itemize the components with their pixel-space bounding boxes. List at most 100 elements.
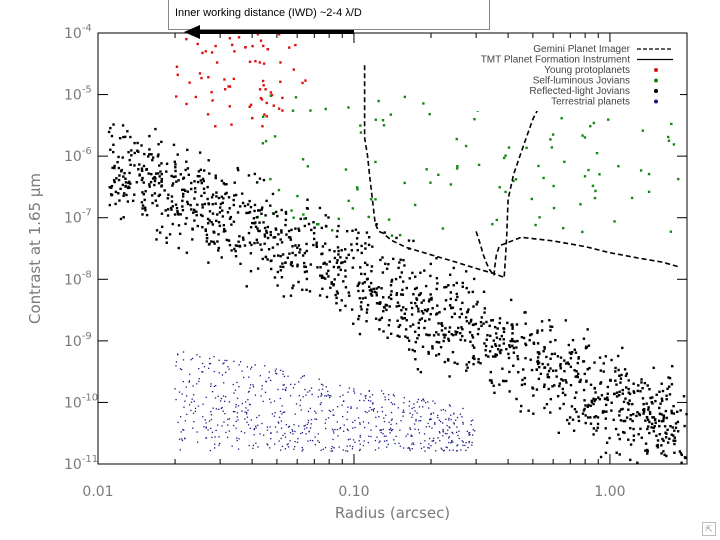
data-point xyxy=(248,210,252,214)
data-point xyxy=(185,395,188,397)
data-point xyxy=(380,431,382,434)
data-point xyxy=(448,304,452,307)
data-point xyxy=(248,390,250,393)
data-point xyxy=(642,408,645,412)
data-point xyxy=(333,414,335,416)
data-point xyxy=(423,269,426,272)
data-point xyxy=(233,50,236,53)
data-point xyxy=(424,284,428,288)
data-point xyxy=(193,400,195,402)
data-point xyxy=(523,382,526,386)
data-point xyxy=(283,384,285,386)
data-point xyxy=(201,177,205,181)
data-point xyxy=(573,396,577,400)
data-point xyxy=(222,224,226,227)
data-point xyxy=(324,422,326,424)
data-point xyxy=(596,422,600,426)
data-point xyxy=(665,394,668,397)
data-point xyxy=(440,322,443,325)
data-point xyxy=(325,427,327,430)
data-point xyxy=(390,234,394,237)
data-point xyxy=(676,430,680,433)
data-point xyxy=(281,413,283,415)
data-point xyxy=(389,284,393,287)
data-point xyxy=(116,160,119,164)
data-point xyxy=(588,366,591,370)
data-point xyxy=(154,199,157,202)
data-point xyxy=(513,340,517,343)
data-point xyxy=(417,293,421,297)
data-point xyxy=(515,323,519,326)
data-point xyxy=(233,360,235,363)
data-point xyxy=(397,266,400,270)
data-point xyxy=(330,281,333,284)
data-point xyxy=(395,423,398,425)
data-point xyxy=(498,317,502,320)
data-point xyxy=(210,196,214,199)
data-point xyxy=(262,115,265,118)
data-point xyxy=(163,189,166,192)
data-point xyxy=(248,444,250,447)
data-point xyxy=(263,113,266,116)
data-point xyxy=(256,241,259,244)
data-point xyxy=(676,410,679,414)
data-point xyxy=(500,348,503,352)
data-point xyxy=(569,365,573,369)
data-point xyxy=(423,446,425,448)
data-point xyxy=(402,409,405,411)
data-point xyxy=(417,310,420,313)
data-point xyxy=(254,225,258,228)
x-axis-title: Radius (arcsec) xyxy=(335,504,450,522)
data-point xyxy=(236,168,240,172)
data-point xyxy=(277,421,280,423)
data-point xyxy=(668,437,671,441)
data-point xyxy=(673,442,676,446)
data-point xyxy=(176,209,179,213)
data-point xyxy=(314,444,317,446)
data-point xyxy=(296,265,299,268)
data-point xyxy=(269,426,271,428)
data-point xyxy=(309,407,312,410)
data-point xyxy=(218,372,220,374)
data-point xyxy=(350,308,354,311)
data-point xyxy=(359,422,361,424)
data-point xyxy=(258,221,261,224)
data-point xyxy=(431,440,433,442)
data-point xyxy=(320,226,324,230)
data-point xyxy=(351,207,355,210)
data-point xyxy=(356,248,359,252)
data-point xyxy=(299,399,302,401)
legend-label: Reflected-light Jovians xyxy=(529,86,630,97)
data-point xyxy=(211,202,214,206)
data-point xyxy=(407,348,411,351)
resize-icon[interactable]: ⇱ xyxy=(702,522,716,536)
data-point xyxy=(236,166,239,170)
data-point xyxy=(262,178,266,182)
data-point xyxy=(243,244,247,247)
data-point xyxy=(309,390,311,392)
data-point xyxy=(142,181,145,184)
data-point xyxy=(282,295,286,298)
data-point xyxy=(194,407,197,410)
data-point xyxy=(261,257,264,261)
data-point xyxy=(643,381,647,385)
data-point xyxy=(304,388,306,391)
data-point xyxy=(428,418,431,421)
data-point xyxy=(112,150,115,154)
data-point xyxy=(122,135,125,139)
data-point xyxy=(629,426,632,430)
data-point xyxy=(593,361,596,364)
data-point xyxy=(501,367,504,370)
data-point xyxy=(614,366,617,370)
data-point xyxy=(175,398,177,401)
data-point xyxy=(144,209,147,212)
data-point xyxy=(484,349,487,352)
data-point xyxy=(157,194,160,198)
data-point xyxy=(242,376,245,379)
data-point xyxy=(372,402,374,404)
data-point xyxy=(221,215,225,218)
data-point xyxy=(215,219,218,223)
data-point xyxy=(300,432,302,435)
legend-point-swatch xyxy=(654,78,658,83)
data-point xyxy=(115,177,118,180)
